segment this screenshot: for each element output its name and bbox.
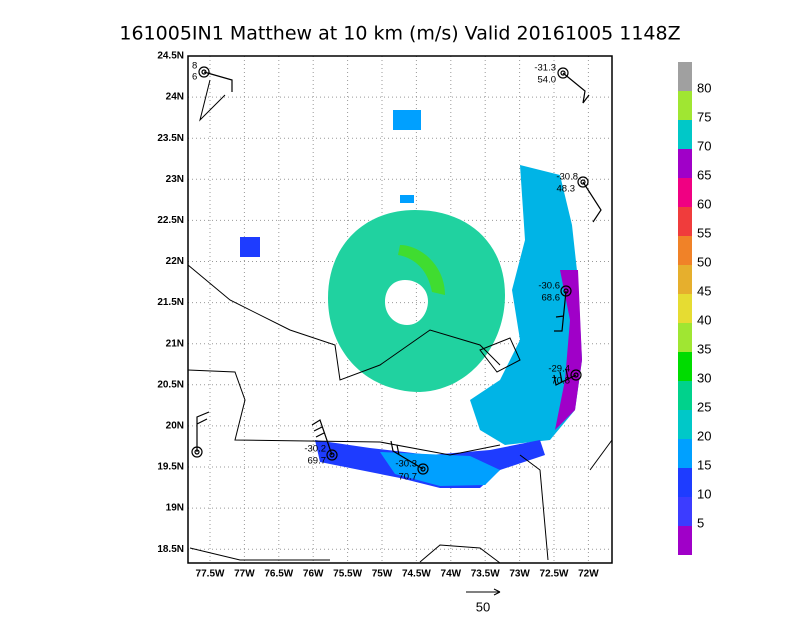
lon-label: 72W <box>578 569 599 580</box>
station-bottom: 48.3 <box>557 184 576 195</box>
colorbar-segment <box>678 120 692 149</box>
lat-label: 22.5N <box>157 215 184 226</box>
lon-label: 75.5W <box>333 569 362 580</box>
station-bottom: 54.0 <box>538 75 557 86</box>
lon-label: 74W <box>441 569 462 580</box>
colorbar-segment <box>678 526 692 555</box>
lon-label: 73W <box>509 569 530 580</box>
lon-label: 73.5W <box>471 569 500 580</box>
lon-label: 76W <box>303 569 324 580</box>
lat-label: 24.5N <box>157 51 184 62</box>
wind-south-inner <box>380 452 500 486</box>
lat-label: 19N <box>166 503 184 514</box>
colorbar-label: 75 <box>697 109 711 124</box>
lat-label: 18.5N <box>157 544 184 555</box>
wind-patch <box>240 237 260 257</box>
colorbar-label: 40 <box>697 312 711 327</box>
colorbar-label: 20 <box>697 428 711 443</box>
station-bottom: 70.8 <box>552 376 571 387</box>
station-top: 8 <box>192 61 197 72</box>
wind-patch <box>400 195 414 203</box>
lon-label: 72.5W <box>540 569 569 580</box>
lon-label: 77.5W <box>196 569 225 580</box>
colorbar-segment <box>678 410 692 439</box>
wind-patch <box>393 110 421 130</box>
colorbar-segment <box>678 149 692 178</box>
map-frame <box>187 55 613 564</box>
colorbar-segment <box>678 236 692 265</box>
labels: 24.5N 24N 23.5N 23N 22.5N 22N 21.5N 21N 20.5N 20N… <box>157 51 599 580</box>
station-top: -29.4 <box>548 364 570 375</box>
colorbar-segment <box>678 207 692 236</box>
station-top: -31.3 <box>534 63 556 74</box>
colorbar-segment <box>678 323 692 352</box>
reference-label: 50 <box>476 599 490 614</box>
colorbar-label: 15 <box>697 457 711 472</box>
colorbar-label: 70 <box>697 138 711 153</box>
lat-label: 23.5N <box>157 133 184 144</box>
wind-ring <box>328 210 505 392</box>
lon-label: 76.5W <box>264 569 293 580</box>
lon-label: 75W <box>372 569 393 580</box>
coastlines <box>187 79 613 564</box>
colorbar-label: 10 <box>697 486 711 501</box>
colorbar-label: 35 <box>697 341 711 356</box>
colorbar-label: 80 <box>697 80 711 95</box>
lat-label: 21.5N <box>157 297 184 308</box>
station-top: -30.8 <box>556 172 578 183</box>
lat-label: 20N <box>166 421 184 432</box>
lon-label: 74.5W <box>402 569 431 580</box>
station-bottom: 69.7 <box>308 456 327 467</box>
lat-label: 23N <box>166 174 184 185</box>
colorbar-segment <box>678 62 692 91</box>
lat-label: 24N <box>166 92 184 103</box>
lat-label: 19.5N <box>157 462 184 473</box>
colorbar-label: 55 <box>697 225 711 240</box>
lon-label: 77W <box>234 569 255 580</box>
colorbar-segment <box>678 91 692 120</box>
title: 161005IN1 Matthew at 10 km (m/s) Valid 2… <box>119 23 680 45</box>
station-top: -30.6 <box>538 281 560 292</box>
colorbar-segment <box>678 439 692 468</box>
station-top: -30.3 <box>395 459 417 470</box>
station-bottom: 68.6 <box>542 293 561 304</box>
colorbar-label: 50 <box>697 254 711 269</box>
colorbar-label: 45 <box>697 283 711 298</box>
colorbar-segment <box>678 178 692 207</box>
colorbar-segment <box>678 468 692 497</box>
reference-arrowhead <box>493 588 501 596</box>
wind-band-inner <box>555 270 582 430</box>
wind-max <box>398 245 445 295</box>
colorbar-label: 25 <box>697 399 711 414</box>
station-bottom: 70.7 <box>399 472 418 483</box>
colorbar-label: 65 <box>697 167 711 182</box>
colorbar-segment <box>678 381 692 410</box>
colorbar-segment <box>678 352 692 381</box>
station-top: -30.2 <box>304 444 326 455</box>
colorbar-segment <box>678 497 692 526</box>
colorbar-segment <box>678 265 692 294</box>
station-bottom: 6 <box>192 72 197 83</box>
lat-label: 21N <box>166 338 184 349</box>
stations <box>191 66 602 475</box>
colorbar-segment <box>678 294 692 323</box>
colorbar-label: 60 <box>697 196 711 211</box>
colorbar-label: 5 <box>697 515 704 530</box>
colorbar-label: 30 <box>697 370 711 385</box>
lat-label: 22N <box>166 256 184 267</box>
wind-field <box>240 110 582 488</box>
colorbar: 80 75 70 65 60 55 50 45 40 35 30 25 20 15 10 5 <box>678 62 711 555</box>
lat-label: 20.5N <box>157 379 184 390</box>
